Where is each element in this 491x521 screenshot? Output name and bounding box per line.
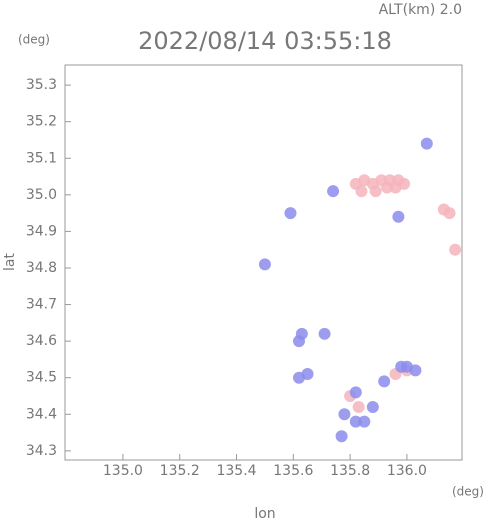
echo-point: [449, 243, 462, 256]
y-tick-label: 35.0: [26, 187, 57, 203]
y-axis-label: lat: [2, 253, 18, 271]
y-tick-label: 34.7: [26, 297, 57, 313]
chart-title: 2022/08/14 03:55:18: [138, 27, 392, 55]
echo-point: [258, 258, 271, 271]
echo-point: [301, 368, 314, 381]
echo-point: [358, 415, 371, 428]
echo-point: [395, 360, 408, 373]
y-tick-label: 35.3: [26, 77, 57, 93]
echo-point: [389, 181, 402, 194]
echo-point: [378, 375, 391, 388]
y-tick-label: 35.1: [26, 150, 57, 166]
x-tick-label: 135.6: [273, 463, 313, 479]
y-tick-label: 34.3: [26, 443, 57, 459]
x-tick-label: 136.0: [387, 463, 427, 479]
echo-point: [443, 207, 456, 220]
echo-point: [381, 181, 394, 194]
echo-point: [355, 185, 368, 198]
x-unit: (deg): [452, 485, 484, 499]
x-tick-label: 135.0: [103, 463, 143, 479]
x-tick-label: 135.8: [330, 463, 370, 479]
y-tick-label: 34.8: [26, 260, 57, 276]
echo-point: [392, 210, 405, 223]
y-tick-label: 34.4: [26, 406, 57, 422]
echo-point: [366, 400, 379, 413]
echo-point: [335, 430, 348, 443]
echo-point: [295, 327, 308, 340]
echo-point: [349, 386, 362, 399]
altitude: ALT(km) 2.0: [379, 2, 462, 18]
x-tick-label: 135.2: [160, 463, 200, 479]
x-axis-label: lon: [254, 506, 275, 521]
echo-point: [284, 207, 297, 220]
echo-point: [420, 137, 433, 150]
echo-point: [409, 364, 422, 377]
x-tick-label: 135.4: [216, 463, 256, 479]
y-tick-label: 34.6: [26, 333, 57, 349]
echo-point: [327, 185, 340, 198]
echo-point: [349, 415, 362, 428]
echo-point: [318, 327, 331, 340]
y-tick-label: 35.2: [26, 114, 57, 130]
y-unit: (deg): [18, 33, 50, 47]
echo-point: [338, 408, 351, 421]
echo-point: [352, 400, 365, 413]
plot-frame: [64, 64, 463, 461]
y-tick-label: 34.9: [26, 223, 57, 239]
echo-point: [369, 185, 382, 198]
y-tick-label: 34.5: [26, 370, 57, 386]
